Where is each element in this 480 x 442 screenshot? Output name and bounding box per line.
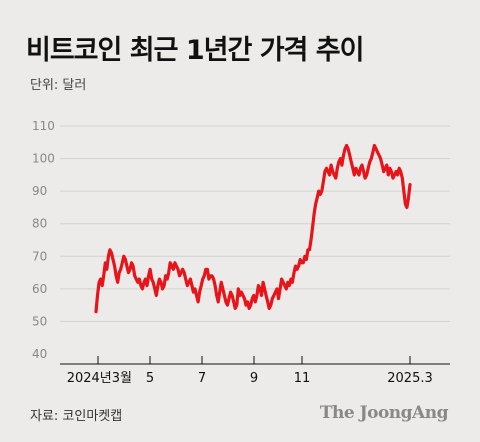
x-tick-label: 5	[146, 371, 154, 386]
chart-title: 비트코인 최근 1년간 가격 추이	[26, 35, 364, 66]
x-tick-label: 7	[198, 371, 206, 386]
y-tick-label: 40	[32, 347, 47, 361]
brand-logo: The JoongAng	[319, 403, 449, 423]
x-tick-label: 11	[294, 371, 311, 386]
y-tick-label: 50	[32, 314, 47, 328]
y-tick-label: 70	[32, 249, 47, 263]
x-tick-label: 9	[250, 371, 258, 386]
price-line	[94, 143, 412, 314]
source-label: 자료: 코인마켓캡	[30, 409, 123, 424]
unit-label: 단위: 달러	[30, 78, 87, 93]
y-tick-label: 110	[32, 119, 55, 133]
x-tick-label: 2024년3월	[67, 371, 132, 386]
y-tick-label: 100	[32, 152, 55, 166]
y-tick-label: 60	[32, 282, 47, 296]
y-tick-label: 80	[32, 217, 47, 231]
x-tick-label: 2025.3	[387, 371, 433, 386]
y-tick-label: 90	[32, 184, 47, 198]
